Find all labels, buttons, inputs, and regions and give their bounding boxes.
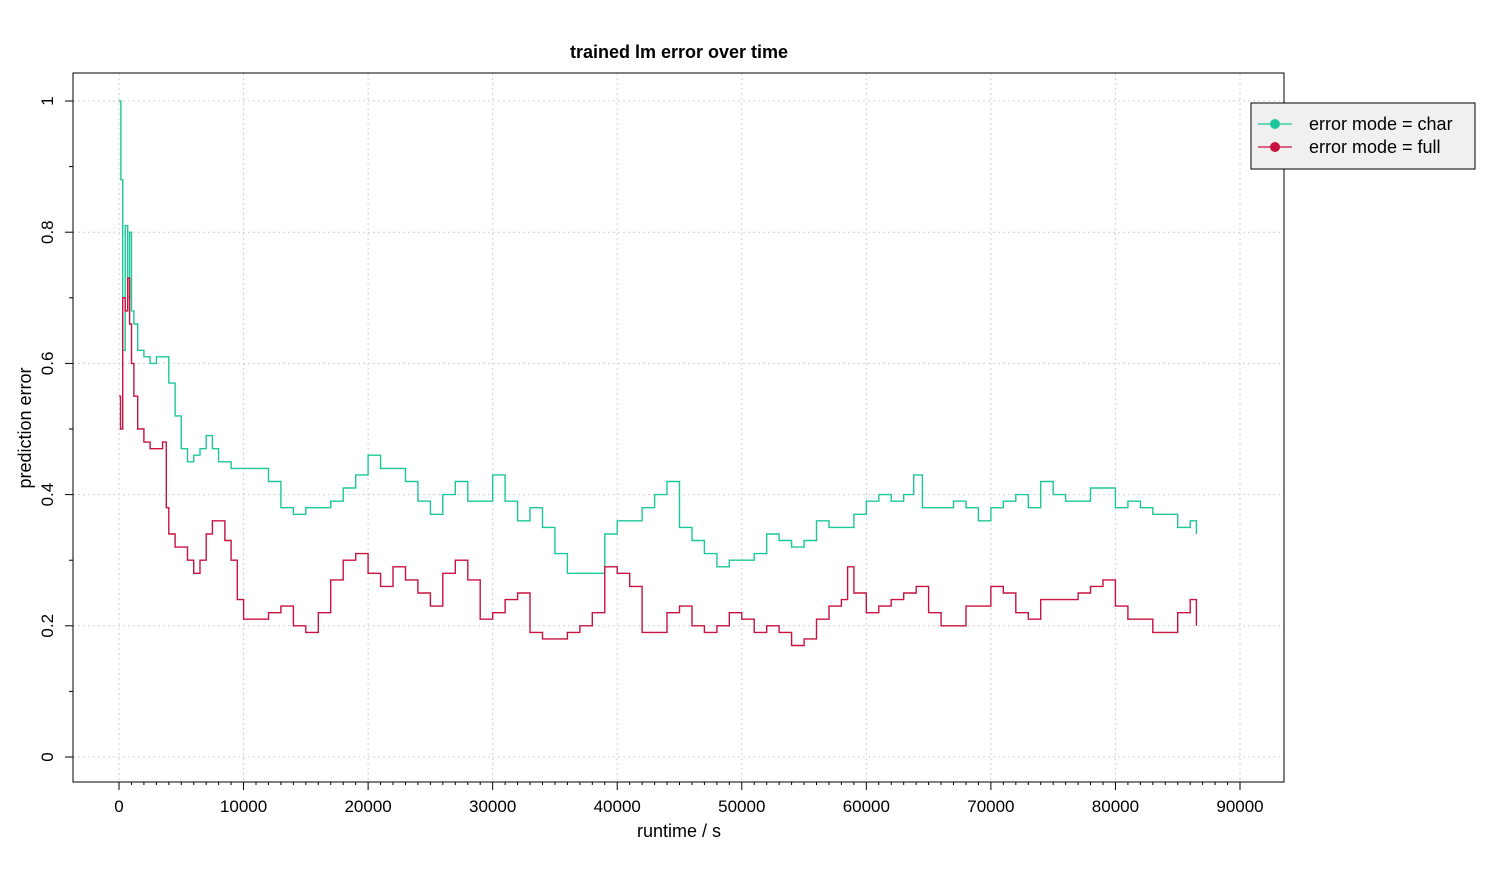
legend: error mode = char error mode = full	[1250, 102, 1476, 170]
y-tick-label: 1	[38, 96, 57, 105]
series-line-full	[119, 277, 1198, 647]
x-tick-label: 80000	[1092, 797, 1139, 816]
legend-marker-full	[1270, 142, 1280, 152]
chart-title: trained lm error over time	[570, 42, 788, 62]
legend-box	[1250, 102, 1476, 170]
x-tick-label: 60000	[843, 797, 890, 816]
y-tick-label: 0.4	[38, 483, 57, 507]
x-axis: 0 10000 20000 30000 40000 50000 60000 70000 8000…	[114, 781, 1264, 816]
y-tick-label: 0.6	[38, 352, 57, 376]
x-tick-label: 40000	[594, 797, 641, 816]
y-tick-label: 0	[38, 752, 57, 761]
x-tick-label: 10000	[220, 797, 267, 816]
y-axis: 0 0.2 0.4 0.6 0.8 1	[38, 96, 74, 762]
x-tick-label: 20000	[344, 797, 391, 816]
series-layer	[119, 100, 1198, 647]
x-tick-label: 70000	[967, 797, 1014, 816]
legend-label-full: error mode = full	[1309, 137, 1441, 157]
y-axis-label: prediction error	[15, 367, 35, 488]
y-tick-label: 0.2	[38, 614, 57, 638]
x-tick-label: 30000	[469, 797, 516, 816]
x-tick-label: 0	[114, 797, 123, 816]
grid-lines	[73, 73, 1284, 782]
series-line-char	[119, 100, 1198, 574]
plot-frame	[72, 72, 1285, 783]
x-tick-label: 50000	[718, 797, 765, 816]
legend-marker-char	[1270, 119, 1280, 129]
legend-label-char: error mode = char	[1309, 114, 1453, 134]
y-tick-label: 0.8	[38, 220, 57, 244]
x-tick-label: 90000	[1216, 797, 1263, 816]
x-axis-label: runtime / s	[637, 821, 721, 841]
